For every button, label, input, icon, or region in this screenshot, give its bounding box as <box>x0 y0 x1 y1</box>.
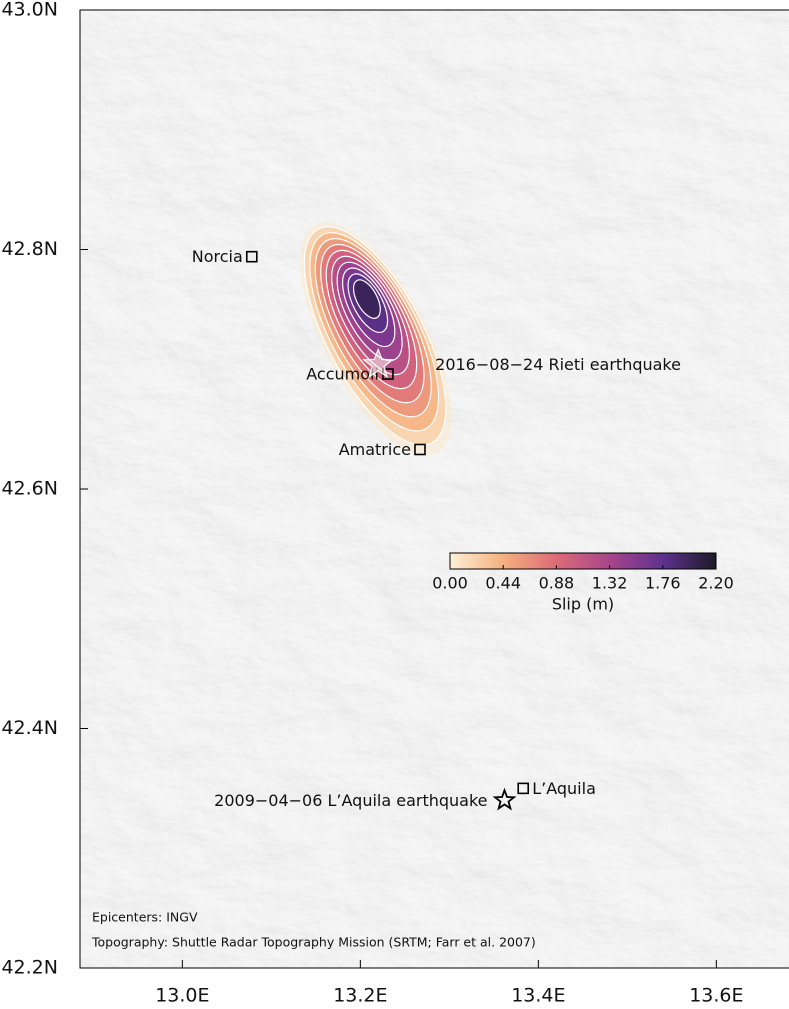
x-tick-label: 13.4E <box>511 985 565 1006</box>
topography <box>80 10 789 968</box>
x-tick-label: 13.6E <box>689 985 743 1006</box>
place-marker <box>517 782 530 795</box>
slip-field <box>300 222 452 456</box>
place-label: Amatrice <box>339 440 411 459</box>
colorbar-tick-label: 1.32 <box>592 574 628 593</box>
epicenter <box>492 787 517 811</box>
epicenter-label: 2016−08−24 Rieti earthquake <box>435 355 681 374</box>
place-marker <box>414 443 426 456</box>
y-tick-label: 43.0N <box>1 0 58 21</box>
y-tick-label: 42.8N <box>1 238 58 260</box>
place-marker <box>245 250 258 263</box>
colorbar-tick-label: 0.44 <box>485 574 521 593</box>
x-tick-label: 13.2E <box>333 985 387 1006</box>
slip-contour <box>352 279 381 319</box>
colorbar-tick-label: 2.20 <box>698 574 734 593</box>
credit: Topography: Shuttle Radar Topography Mis… <box>91 935 536 950</box>
place-label: L’Aquila <box>532 779 596 798</box>
epicenter <box>362 347 395 378</box>
y-tick-label: 42.4N <box>1 717 58 739</box>
place-label: Norcia <box>192 247 243 266</box>
colorbar-tick-label: 1.76 <box>645 574 681 593</box>
colorbar-tick-label: 0.00 <box>432 574 468 593</box>
y-tick-label: 42.2N <box>1 957 58 979</box>
x-tick-label: 13.0E <box>155 985 209 1006</box>
place-label: Accumoli <box>306 365 379 384</box>
y-tick-label: 42.6N <box>1 478 58 500</box>
epicenter-label: 2009−04−06 L’Aquila earthquake <box>214 791 487 810</box>
colorbar-label: Slip (m) <box>552 595 614 614</box>
colorbar-tick-label: 0.88 <box>539 574 575 593</box>
credit: Epicenters: INGV <box>92 910 198 925</box>
colorbar <box>449 552 717 570</box>
